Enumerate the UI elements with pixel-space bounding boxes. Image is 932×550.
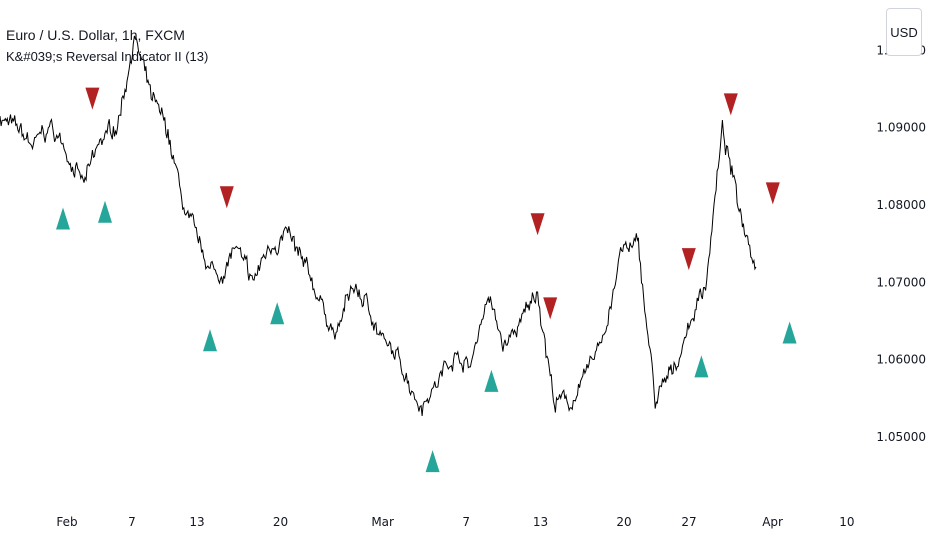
time-tick-label: Apr — [762, 515, 783, 529]
buy-signal-marker — [270, 302, 285, 325]
buy-signal-marker — [694, 355, 709, 378]
time-tick-label: 13 — [533, 515, 548, 529]
price-tick-label: 1.08000 — [876, 198, 926, 212]
time-tick-label: 20 — [273, 515, 288, 529]
buy-signal-marker — [203, 329, 217, 352]
time-tick-label: 7 — [462, 515, 470, 529]
currency-button[interactable]: USD — [886, 8, 922, 56]
price-tick-label: 1.05000 — [876, 430, 926, 444]
sell-signal-marker — [219, 186, 234, 209]
symbol-title[interactable]: Euro / U.S. Dollar, 1h, FXCM — [6, 27, 185, 43]
indicator-label[interactable]: K&#039;s Reversal Indicator II (13) — [6, 49, 209, 64]
chart-legend: Euro / U.S. Dollar, 1h, FXCM K&#039;s Re… — [6, 24, 208, 68]
time-tick-label: 7 — [128, 515, 136, 529]
buy-signal-marker — [484, 369, 499, 392]
buy-signal-marker — [98, 200, 112, 223]
time-tick-label: Feb — [56, 515, 77, 529]
price-axis[interactable]: 1.100001.090001.080001.070001.060001.050… — [876, 43, 926, 444]
time-tick-label: 27 — [681, 515, 696, 529]
time-tick-label: Mar — [371, 515, 394, 529]
sell-signal-marker — [85, 87, 100, 110]
buy-signal-marker — [425, 450, 440, 473]
sell-signal-marker — [681, 248, 696, 271]
time-axis[interactable]: Feb 7 13 20 Mar 7 13 20 27 Apr 10 — [56, 515, 854, 529]
buy-signal-marker — [782, 321, 797, 344]
buy-signal-marker — [56, 207, 70, 230]
price-line-group — [0, 35, 757, 416]
time-tick-label: 20 — [616, 515, 631, 529]
price-tick-label: 1.09000 — [876, 121, 926, 135]
price-tick-label: 1.06000 — [876, 353, 926, 367]
signals-group — [56, 87, 797, 473]
sell-signal-marker — [530, 213, 545, 236]
price-tick-label: 1.07000 — [876, 275, 926, 289]
sell-signal-marker — [765, 182, 780, 205]
time-tick-label: 13 — [189, 515, 204, 529]
time-tick-label: 10 — [839, 515, 854, 529]
price-line — [0, 35, 757, 416]
sell-signal-marker — [723, 93, 738, 116]
sell-signal-marker — [543, 297, 558, 320]
